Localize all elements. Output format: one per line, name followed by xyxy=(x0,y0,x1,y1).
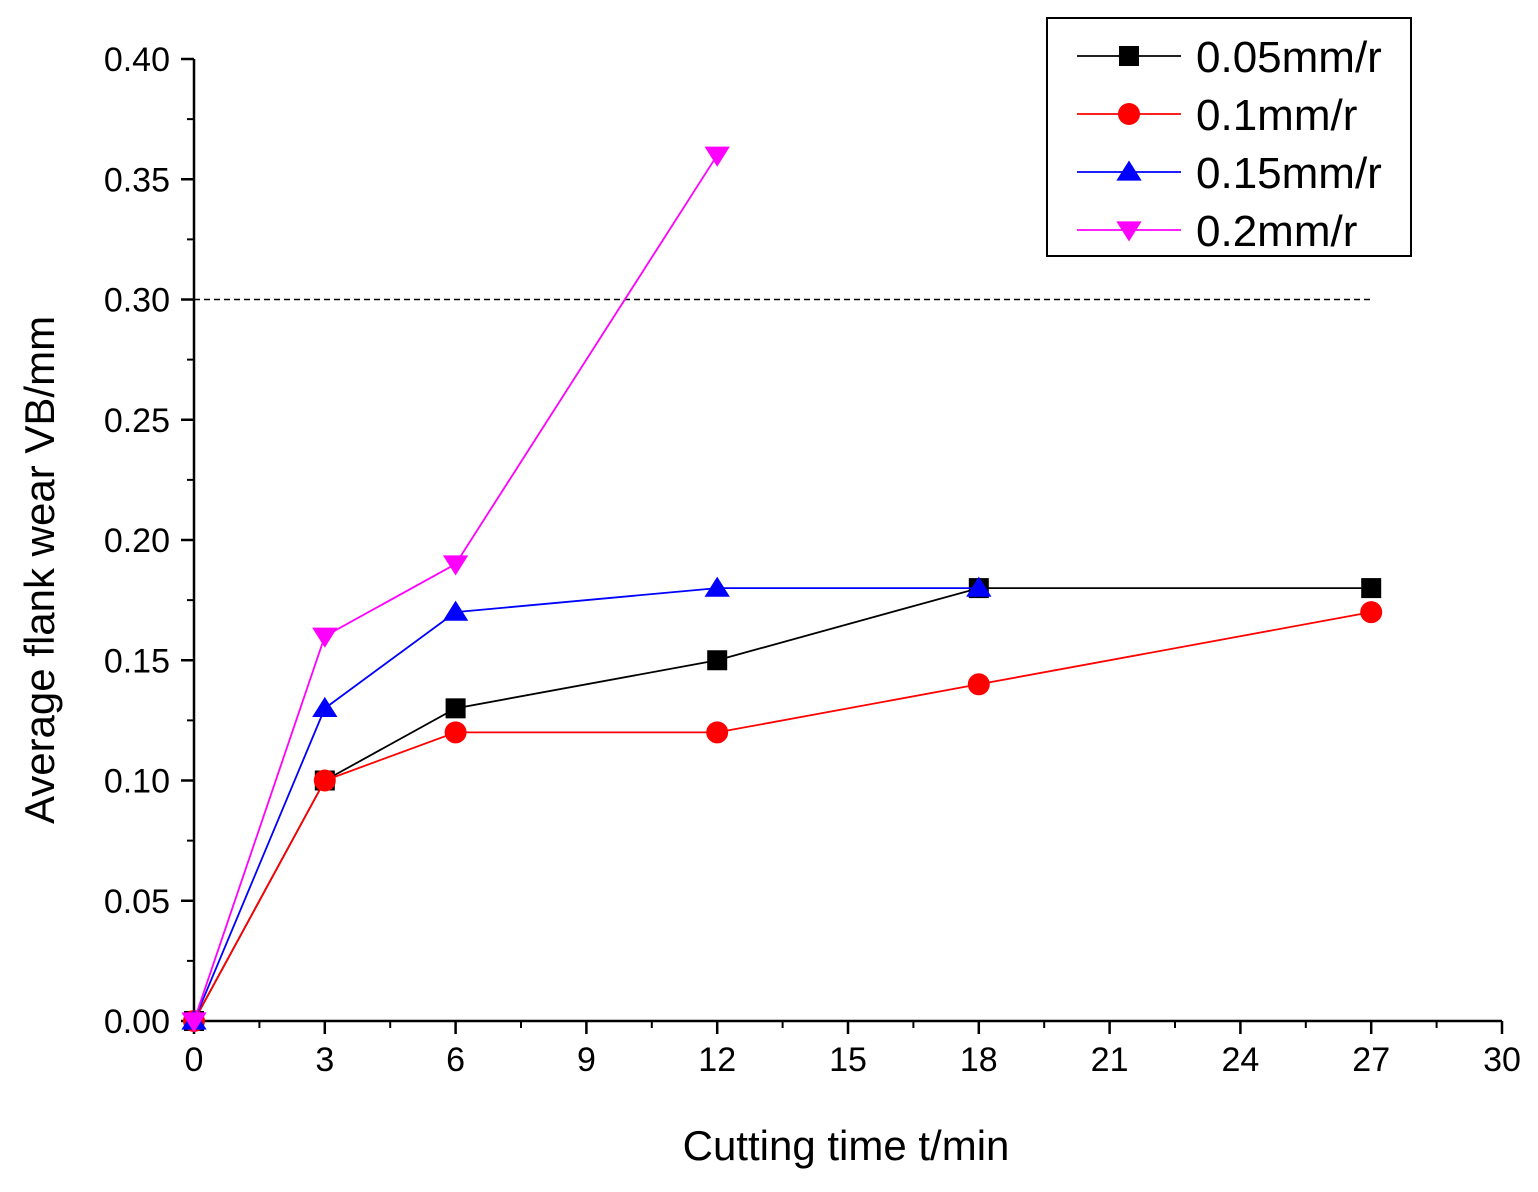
data-point xyxy=(1361,578,1382,599)
x-tick-label: 24 xyxy=(1221,1041,1259,1079)
x-tick-label: 27 xyxy=(1352,1041,1390,1079)
x-tick-label: 15 xyxy=(829,1041,867,1079)
series-0.05mm/r xyxy=(184,578,1382,1031)
series-layer xyxy=(181,146,1383,1033)
x-tick-label: 12 xyxy=(698,1041,736,1079)
legend-label: 0.2mm/r xyxy=(1196,207,1357,256)
data-point xyxy=(442,555,469,576)
series-0.15mm/r xyxy=(181,576,992,1030)
x-tick-label: 9 xyxy=(577,1041,596,1079)
series-0.1mm/r xyxy=(183,601,1383,1032)
legend-box xyxy=(1046,17,1412,257)
y-tick-label: 0.40 xyxy=(104,41,170,79)
data-point xyxy=(312,696,338,717)
data-point xyxy=(313,769,336,792)
data-point xyxy=(181,1012,207,1033)
y-axis-title: Average flank wear VB/mm xyxy=(16,316,63,824)
data-point xyxy=(444,721,467,744)
x-axis-title: Cutting time t/min xyxy=(683,1122,1010,1169)
legend-label: 0.15mm/r xyxy=(1196,149,1382,198)
data-point xyxy=(704,146,730,167)
legend-marker xyxy=(1119,46,1139,66)
x-tick-label: 18 xyxy=(960,1041,998,1079)
legend-label: 0.1mm/r xyxy=(1196,91,1357,140)
y-tick-label: 0.30 xyxy=(104,282,170,320)
y-tick-label: 0.35 xyxy=(104,161,170,199)
axes: 0 3 6 9 12 15 18 21 24 27 30 0.00 0.05 0.10 0.15 0.20 0.… xyxy=(104,41,1521,1079)
legend-label: 0.05mm/r xyxy=(1196,33,1382,82)
series-0.2mm/r xyxy=(181,146,730,1033)
y-tick-label: 0.05 xyxy=(104,883,170,921)
y-tick-label: 0.00 xyxy=(104,1003,170,1041)
x-tick-label: 0 xyxy=(185,1041,204,1079)
data-point xyxy=(704,576,730,597)
legend-marker xyxy=(1116,160,1142,181)
x-tick-label: 30 xyxy=(1483,1041,1521,1079)
data-point xyxy=(445,698,466,719)
legend-marker xyxy=(1118,103,1140,125)
data-point xyxy=(706,721,729,744)
legend: 0.05mm/r 0.1mm/r 0.15mm/r 0.2mm/r xyxy=(1046,17,1412,257)
y-tick-label: 0.10 xyxy=(104,763,170,801)
series-line xyxy=(193,587,1372,1022)
y-tick-label: 0.15 xyxy=(104,642,170,680)
data-point xyxy=(312,627,338,648)
data-point xyxy=(1360,601,1383,624)
legend-marker xyxy=(1116,221,1142,242)
data-point xyxy=(707,650,728,671)
data-point xyxy=(442,600,469,621)
x-tick-label: 3 xyxy=(315,1041,334,1079)
x-tick-label: 21 xyxy=(1091,1041,1129,1079)
data-point xyxy=(967,673,990,696)
x-tick-label: 6 xyxy=(446,1041,465,1079)
y-tick-label: 0.20 xyxy=(104,522,170,560)
series-line xyxy=(193,154,718,1022)
data-point xyxy=(966,576,992,597)
series-line xyxy=(193,611,1372,1022)
y-tick-label: 0.25 xyxy=(104,402,170,440)
